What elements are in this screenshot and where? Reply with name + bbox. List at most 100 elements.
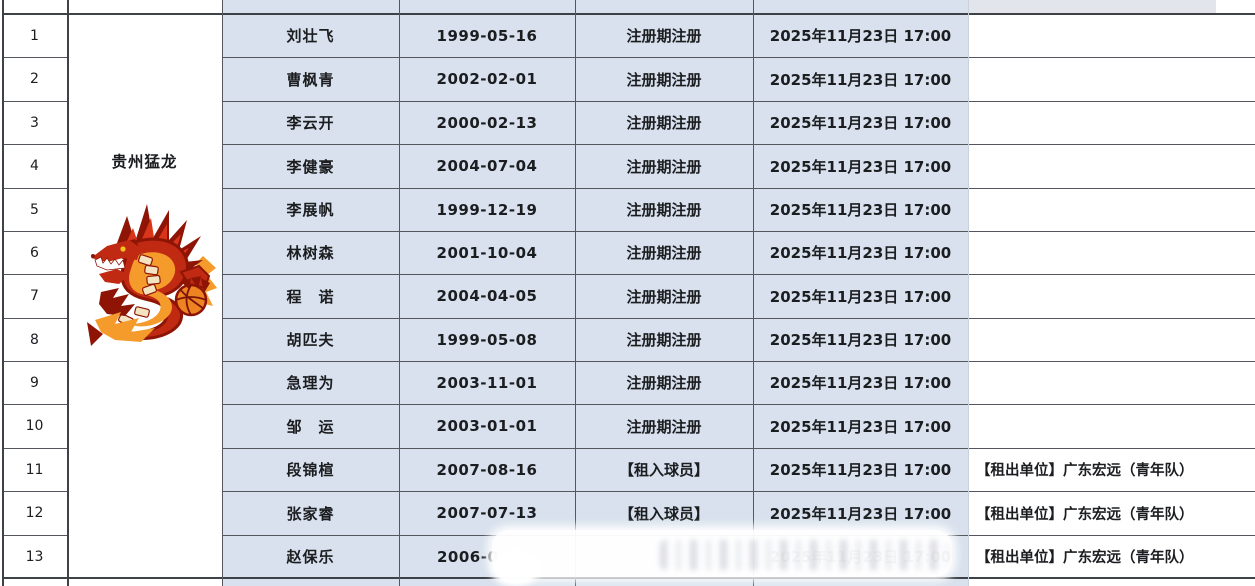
player-name-cell[interactable]: 段锦楦 — [286, 461, 335, 479]
grid-hline — [2, 318, 67, 319]
registration-time-cell[interactable]: 2025年11月23日 17:00 — [769, 461, 952, 479]
grid-hline — [2, 491, 67, 492]
blurred-ghost-text — [660, 540, 948, 570]
grid-vline — [222, 0, 223, 586]
player-name-cell[interactable]: 赵保乐 — [286, 548, 335, 566]
grid-vline — [399, 0, 400, 586]
row-number-cell[interactable]: 6 — [30, 244, 39, 261]
row-number-cell[interactable]: 4 — [30, 158, 39, 174]
registration-type-cell[interactable]: 注册期注册 — [626, 114, 702, 132]
note-cell[interactable] — [968, 231, 1255, 274]
row-number-cell[interactable]: 1 — [30, 27, 39, 44]
grid-hline — [2, 404, 67, 405]
player-name-cell[interactable]: 林树森 — [286, 244, 335, 262]
player-name-cell[interactable]: 程 诺 — [286, 287, 335, 306]
row-number-cell[interactable]: 8 — [30, 331, 39, 348]
blur-smudge-blob — [495, 552, 537, 584]
row-number-cell[interactable]: 12 — [25, 505, 44, 521]
registration-type-cell[interactable]: 注册期注册 — [626, 157, 702, 176]
note-cell[interactable] — [968, 101, 1255, 144]
registration-time-cell[interactable]: 2025年11月23日 17:00 — [769, 157, 952, 176]
registration-time-cell[interactable]: 2025年11月23日 17:00 — [769, 417, 952, 436]
grid-hline — [222, 491, 1255, 492]
birth-date-cell[interactable]: 1999-12-19 — [436, 200, 538, 219]
birth-date-cell[interactable]: 2003-11-01 — [436, 373, 538, 392]
row-number-cell[interactable]: 5 — [30, 201, 39, 218]
grid-hline — [2, 13, 1255, 15]
birth-date-cell[interactable]: 2001-10-04 — [436, 243, 538, 262]
registration-type-cell[interactable]: 注册期注册 — [626, 244, 702, 262]
row-number-cell[interactable]: 10 — [25, 418, 44, 434]
note-cell[interactable] — [968, 188, 1255, 231]
grid-vline — [2, 0, 4, 586]
player-name-cell[interactable]: 李云开 — [286, 114, 335, 132]
birth-date-cell[interactable]: 2003-01-01 — [436, 417, 538, 435]
note-cell[interactable] — [968, 57, 1255, 101]
birth-date-cell[interactable]: 2007-08-16 — [436, 460, 538, 479]
note-cell[interactable] — [968, 14, 1255, 57]
row-number-cell[interactable]: 9 — [30, 374, 39, 391]
birth-date-cell[interactable]: 2004-07-04 — [436, 157, 538, 175]
note-cell[interactable]: 【租出单位】广东宏远（青年队） — [976, 463, 1194, 479]
registration-time-cell[interactable]: 2025年11月23日 17:00 — [769, 244, 952, 262]
player-name-cell[interactable]: 刘壮飞 — [286, 27, 335, 45]
row-number-cell[interactable]: 7 — [30, 288, 39, 304]
note-cell[interactable] — [968, 361, 1255, 404]
player-name-cell[interactable]: 李展帆 — [286, 201, 335, 219]
registration-time-cell[interactable]: 2025年11月23日 17:00 — [769, 201, 952, 219]
row-number-cell[interactable]: 11 — [25, 461, 44, 478]
row-number-cell[interactable]: 13 — [25, 548, 44, 565]
team-name-label: 贵州猛龙 — [111, 153, 178, 171]
grid-hline — [222, 361, 1255, 362]
registration-type-cell[interactable]: 【租入球员】 — [618, 504, 709, 523]
grid-hline — [222, 404, 1255, 405]
note-cell[interactable] — [968, 404, 1255, 448]
registration-time-cell[interactable]: 2025年11月23日 17:00 — [769, 114, 952, 132]
registration-time-cell[interactable]: 2025年11月23日 17:00 — [769, 374, 952, 392]
player-name-cell[interactable]: 胡匹夫 — [286, 331, 335, 349]
grid-hline — [222, 57, 1255, 58]
note-cell[interactable] — [968, 318, 1255, 361]
registration-time-cell[interactable]: 2025年11月23日 17:00 — [769, 504, 952, 523]
team-logo-dragon-basketball-icon — [87, 204, 217, 346]
birth-date-cell[interactable]: 2000-02-13 — [436, 113, 538, 132]
row-number-cell[interactable]: 2 — [30, 71, 39, 87]
note-cell[interactable]: 【租出单位】广东宏远（青年队） — [976, 506, 1194, 523]
column-bg-birth — [399, 0, 575, 586]
note-cell[interactable] — [968, 144, 1255, 188]
registration-type-cell[interactable]: 【租入球员】 — [618, 461, 709, 479]
column-bg-time — [753, 0, 968, 586]
note-cell[interactable] — [968, 274, 1255, 318]
registration-time-cell[interactable]: 2025年11月23日 17:00 — [769, 70, 952, 89]
registration-type-cell[interactable]: 注册期注册 — [626, 417, 702, 436]
grid-hline — [2, 57, 67, 58]
registration-time-cell[interactable]: 2025年11月23日 17:00 — [769, 27, 952, 45]
player-name-cell[interactable]: 邹 运 — [286, 417, 335, 436]
registration-time-cell[interactable]: 2025年11月23日 17:00 — [769, 331, 952, 349]
birth-date-cell[interactable]: 2006-0 — [437, 547, 499, 566]
grid-vline — [67, 0, 69, 586]
birth-date-cell[interactable]: 2002-02-01 — [436, 70, 538, 88]
grid-hline — [2, 274, 67, 275]
registration-type-cell[interactable]: 注册期注册 — [626, 70, 702, 89]
registration-type-cell[interactable]: 注册期注册 — [626, 287, 702, 306]
player-name-cell[interactable]: 急理为 — [286, 374, 335, 392]
birth-date-cell[interactable]: 2007-07-13 — [436, 504, 538, 522]
registration-type-cell[interactable]: 注册期注册 — [626, 27, 702, 45]
player-name-cell[interactable]: 曹枫青 — [286, 70, 335, 89]
registration-type-cell[interactable]: 注册期注册 — [626, 201, 702, 219]
registration-type-cell[interactable]: 注册期注册 — [626, 374, 702, 392]
registration-time-cell[interactable]: 2025年11月23日 17:00 — [769, 287, 952, 306]
player-name-cell[interactable]: 张家睿 — [286, 504, 335, 523]
birth-date-cell[interactable]: 2004-04-05 — [436, 287, 538, 305]
grid-vline-light — [968, 0, 969, 586]
birth-date-cell[interactable]: 1999-05-16 — [436, 26, 538, 45]
row-number-cell[interactable]: 3 — [30, 114, 39, 131]
note-cell[interactable]: 【租出单位】广东宏远（青年队） — [976, 550, 1194, 566]
column-bg-name — [222, 0, 399, 586]
player-name-cell[interactable]: 李健豪 — [286, 157, 335, 176]
grid-hline — [2, 144, 67, 145]
registration-type-cell[interactable]: 注册期注册 — [626, 331, 702, 349]
grid-hline — [2, 448, 67, 449]
birth-date-cell[interactable]: 1999-05-08 — [436, 330, 538, 349]
